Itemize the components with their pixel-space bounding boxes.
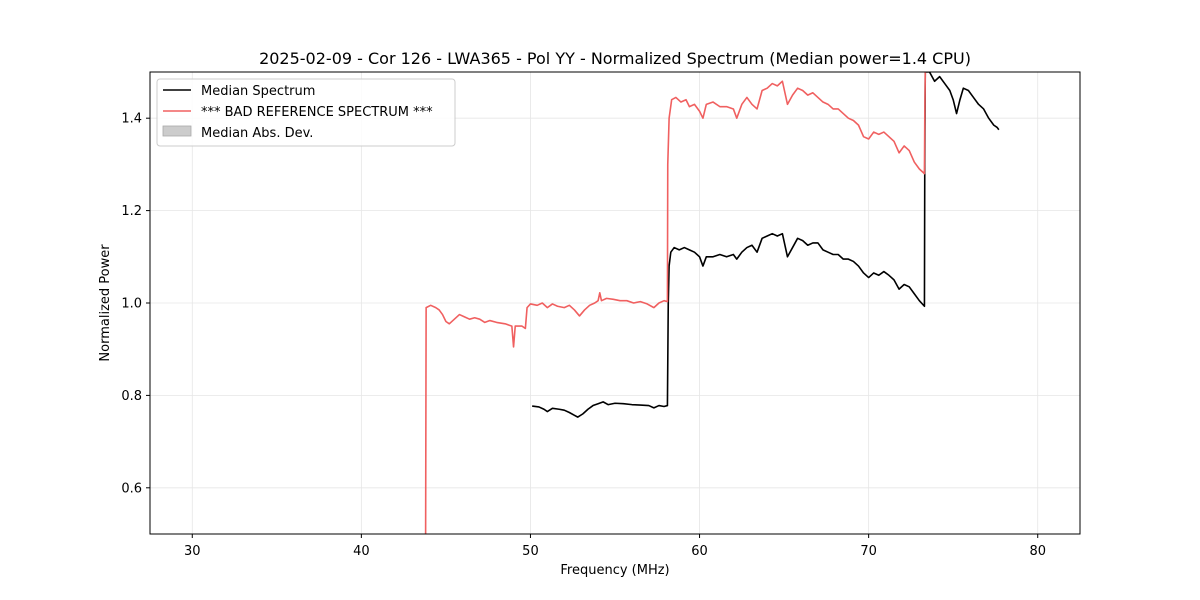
y-tick-label: 1.2 bbox=[121, 204, 142, 219]
chart-title: 2025-02-09 - Cor 126 - LWA365 - Pol YY -… bbox=[259, 49, 971, 68]
x-tick-label: 70 bbox=[860, 544, 877, 559]
legend-label-median: Median Spectrum bbox=[201, 84, 315, 99]
series-bad-reference-spectrum bbox=[424, 72, 927, 534]
legend-box bbox=[156, 78, 456, 147]
x-tick-label: 50 bbox=[522, 544, 539, 559]
x-tick-label: 30 bbox=[184, 544, 201, 559]
series-median-spectrum bbox=[532, 72, 1000, 418]
y-tick-label: 1.4 bbox=[121, 112, 142, 127]
legend-swatch-mad bbox=[162, 125, 192, 137]
y-axis-label: Normalized Power bbox=[98, 244, 113, 362]
x-axis: 30 40 50 60 70 80 bbox=[184, 534, 1046, 559]
y-tick-label: 0.8 bbox=[121, 389, 142, 404]
x-tick-label: 60 bbox=[691, 544, 708, 559]
legend-label-bad-reference: *** BAD REFERENCE SPECTRUM *** bbox=[201, 105, 433, 120]
y-tick-label: 0.6 bbox=[121, 481, 142, 496]
plot-area bbox=[424, 72, 1000, 534]
y-axis: 0.6 0.8 1.0 1.2 1.4 bbox=[121, 112, 150, 496]
x-axis-label: Frequency (MHz) bbox=[560, 563, 669, 578]
x-tick-label: 40 bbox=[353, 544, 370, 559]
y-tick-label: 1.0 bbox=[121, 297, 142, 312]
legend-label-mad: Median Abs. Dev. bbox=[201, 126, 313, 141]
x-tick-label: 80 bbox=[1029, 544, 1046, 559]
legend: Median Spectrum *** BAD REFERENCE SPECTR… bbox=[156, 78, 456, 147]
